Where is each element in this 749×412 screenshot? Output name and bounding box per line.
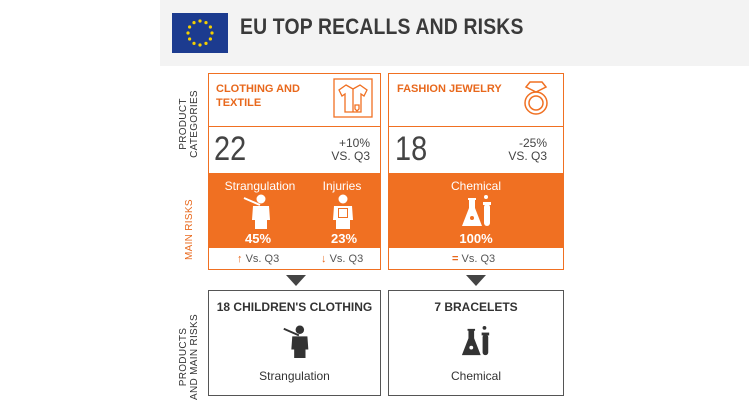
down-arrow-icon [466, 274, 486, 292]
risks-band [389, 173, 563, 248]
risk-percent: 23% [330, 231, 358, 246]
product-card-jewelry [388, 290, 564, 396]
product-card-clothing [208, 290, 381, 396]
eu-flag-icon [172, 13, 228, 53]
trend-indicator: ↑ Vs. Q3 [237, 253, 280, 265]
product-risk: Chemical [450, 369, 501, 383]
page-title: EU TOP RECALLS AND RISKS [240, 14, 524, 39]
side-label-risks: MAIN RISKS [184, 199, 195, 260]
risk-label: Chemical [450, 179, 501, 193]
category-card-clothing [208, 73, 381, 270]
injury-icon [326, 194, 360, 235]
category-label: CLOTHING AND TEXTILE [216, 83, 300, 109]
risk-percent: 100% [459, 231, 493, 246]
risk-percent: 45% [244, 231, 272, 246]
chemical-icon [460, 194, 494, 235]
shirt-icon [333, 78, 373, 123]
product-title: 18 CHILDREN'S CLOTHING [216, 300, 373, 314]
category-change: +10% VS. Q3 [331, 136, 370, 163]
category-count: 18 [395, 130, 428, 168]
risk-label: Strangulation [224, 179, 296, 193]
divider [389, 126, 563, 127]
side-label-products: PRODUCTS AND MAIN RISKS [178, 314, 200, 400]
down-arrow-icon [286, 274, 306, 292]
category-label: FASHION JEWELRY [397, 83, 502, 95]
side-label-categories: PRODUCT CATEGORIES [178, 90, 200, 158]
risk-label: Injuries [322, 179, 362, 193]
ring-icon [518, 78, 554, 123]
strangulation-icon [240, 194, 276, 235]
trend-indicator: = Vs. Q3 [452, 253, 496, 265]
trend-indicator: ↓ Vs. Q3 [321, 253, 364, 265]
product-title: 7 BRACELETS [434, 300, 518, 314]
category-change: -25% VS. Q3 [508, 136, 547, 163]
divider [209, 126, 380, 127]
chemical-icon [460, 325, 492, 364]
category-count: 22 [214, 130, 247, 168]
strangulation-icon [280, 325, 314, 364]
product-risk: Strangulation [259, 369, 330, 383]
category-card-jewelry [388, 73, 564, 270]
header-band [160, 0, 749, 66]
